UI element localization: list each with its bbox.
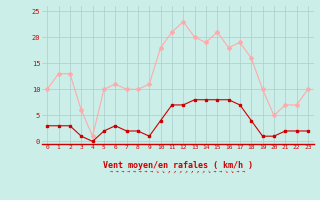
Text: → → → → → → → → ↘ ↘ ↗ ↗ ↗ ↗ ↗ ↗ ↗ ↘ → → ↘ ↘ → →: → → → → → → → → ↘ ↘ ↗ ↗ ↗ ↗ ↗ ↗ ↗ ↘ → → … [110, 169, 245, 174]
X-axis label: Vent moyen/en rafales ( km/h ): Vent moyen/en rafales ( km/h ) [103, 161, 252, 170]
